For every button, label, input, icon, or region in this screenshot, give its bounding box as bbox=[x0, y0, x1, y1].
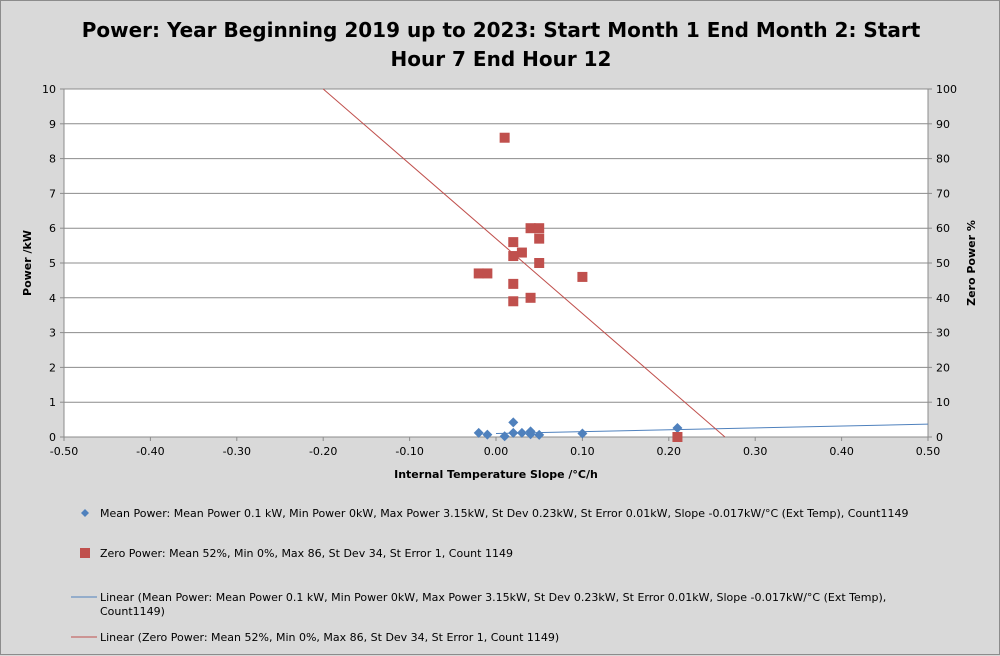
data-point-zero-power bbox=[534, 258, 545, 268]
y2-axis-title: Zero Power % bbox=[965, 220, 978, 306]
data-point-mean-power bbox=[508, 427, 519, 438]
data-point-mean-power bbox=[508, 417, 519, 428]
tick-labels: 0123456789100102030405060708090100-0.50-… bbox=[42, 83, 957, 458]
data-points bbox=[473, 132, 683, 442]
y-tick-label: 6 bbox=[49, 222, 56, 235]
y2-tick-label: 40 bbox=[936, 292, 950, 305]
data-point-mean-power bbox=[577, 428, 588, 439]
chart-title-line1: Power: Year Beginning 2019 up to 2023: S… bbox=[82, 18, 921, 42]
y-tick-label: 8 bbox=[49, 153, 56, 166]
data-point-zero-power bbox=[534, 223, 545, 234]
legend-label: Linear (Mean Power: Mean Power 0.1 kW, M… bbox=[100, 591, 886, 604]
x-tick-label: 0.30 bbox=[743, 445, 768, 458]
gridlines bbox=[64, 88, 928, 403]
trendlines bbox=[322, 88, 929, 438]
legend: Mean Power: Mean Power 0.1 kW, Min Power… bbox=[71, 507, 908, 644]
y-tick-label: 0 bbox=[49, 431, 56, 444]
x-tick-label: 0.10 bbox=[570, 445, 595, 458]
y2-tick-label: 20 bbox=[936, 361, 950, 374]
data-point-mean-power bbox=[499, 431, 510, 442]
data-point-zero-power bbox=[508, 278, 519, 289]
data-point-zero-power bbox=[577, 271, 588, 282]
x-tick-label: 0.00 bbox=[484, 445, 509, 458]
x-tick-label: -0.10 bbox=[395, 445, 423, 458]
x-axis-title: Internal Temperature Slope /°C/h bbox=[394, 468, 598, 481]
y2-tick-label: 30 bbox=[936, 327, 950, 340]
trendline bbox=[322, 88, 726, 438]
data-point-zero-power bbox=[499, 132, 510, 143]
y2-tick-label: 70 bbox=[936, 187, 950, 200]
y2-tick-label: 0 bbox=[936, 431, 943, 444]
y2-tick-label: 100 bbox=[936, 83, 957, 96]
data-point-zero-power bbox=[508, 296, 519, 307]
data-point-zero-power bbox=[473, 268, 484, 279]
y-tick-label: 9 bbox=[49, 118, 56, 131]
y-tick-label: 7 bbox=[49, 187, 56, 200]
legend-label: Mean Power: Mean Power 0.1 kW, Min Power… bbox=[100, 507, 908, 520]
x-tick-label: -0.40 bbox=[136, 445, 164, 458]
legend-label: Count1149) bbox=[100, 605, 165, 618]
legend-marker-square bbox=[80, 548, 90, 558]
y2-tick-label: 10 bbox=[936, 396, 950, 409]
data-point-zero-power bbox=[516, 247, 527, 258]
trendline bbox=[495, 423, 929, 435]
x-tick-label: -0.30 bbox=[223, 445, 251, 458]
legend-marker-diamond bbox=[81, 509, 89, 517]
data-point-zero-power bbox=[508, 251, 519, 262]
data-point-zero-power bbox=[482, 268, 493, 279]
y2-tick-label: 90 bbox=[936, 118, 950, 131]
y-tick-label: 4 bbox=[49, 292, 56, 305]
y-tick-label: 10 bbox=[42, 83, 56, 96]
x-tick-label: -0.50 bbox=[50, 445, 78, 458]
y-tick-label: 5 bbox=[49, 257, 56, 270]
y2-tick-label: 80 bbox=[936, 153, 950, 166]
data-point-zero-power bbox=[525, 292, 536, 303]
chart-title-line2: Hour 7 End Hour 12 bbox=[391, 47, 612, 71]
x-tick-label: 0.40 bbox=[829, 445, 854, 458]
data-point-zero-power bbox=[508, 237, 519, 248]
y2-tick-label: 50 bbox=[936, 257, 950, 270]
legend-label: Zero Power: Mean 52%, Min 0%, Max 86, St… bbox=[100, 547, 513, 560]
y-tick-label: 1 bbox=[49, 396, 56, 409]
data-point-mean-power bbox=[672, 422, 683, 433]
y2-tick-label: 60 bbox=[936, 222, 950, 235]
axes bbox=[60, 88, 932, 441]
legend-label: Linear (Zero Power: Mean 52%, Min 0%, Ma… bbox=[100, 631, 559, 644]
data-point-zero-power bbox=[672, 432, 683, 442]
y-axis-title: Power /kW bbox=[21, 230, 34, 296]
x-tick-label: 0.20 bbox=[657, 445, 682, 458]
data-point-mean-power bbox=[482, 429, 493, 440]
x-tick-label: -0.20 bbox=[309, 445, 337, 458]
y-tick-label: 3 bbox=[49, 327, 56, 340]
data-point-mean-power bbox=[516, 427, 527, 438]
data-point-mean-power bbox=[525, 429, 536, 440]
data-point-mean-power bbox=[473, 427, 484, 438]
x-tick-label: 0.50 bbox=[916, 445, 941, 458]
data-point-zero-power bbox=[525, 223, 536, 234]
data-point-mean-power bbox=[534, 429, 545, 440]
data-point-zero-power bbox=[534, 233, 545, 244]
y-tick-label: 2 bbox=[49, 361, 56, 374]
